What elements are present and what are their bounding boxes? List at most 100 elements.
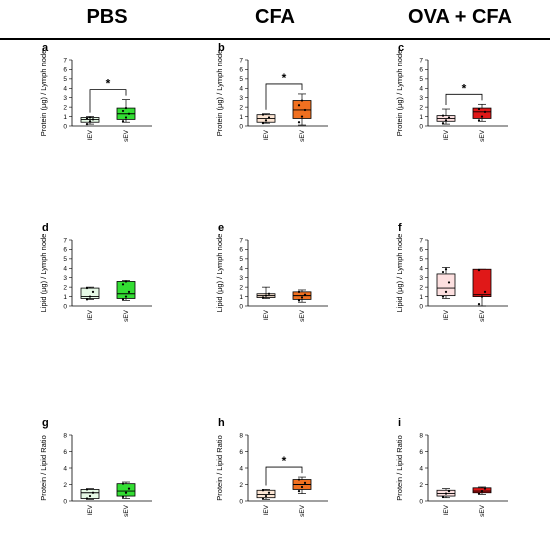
data-point [264, 294, 268, 297]
data-point [480, 295, 484, 298]
data-point [91, 290, 95, 293]
data-point [85, 497, 89, 500]
data-point [124, 295, 128, 298]
data-point [483, 290, 487, 293]
box-plot: 0 1 2 3 4 5 6 7 Lipid (μg) / Lymph node lEV sEV [215, 234, 328, 322]
y-axis-label: Lipid (μg) / Lymph node [39, 234, 48, 313]
y-tick-label: 3 [63, 95, 67, 102]
y-tick-label: 5 [419, 76, 423, 83]
panel-letter: d [42, 222, 49, 234]
data-point [444, 290, 448, 293]
y-tick-label: 0 [419, 123, 423, 130]
y-tick-label: 4 [419, 86, 423, 93]
panel-d: d 0 1 2 3 4 5 6 7 Lipid (μg) / Lymph node lEV sEV [34, 222, 214, 352]
box-plot: 0 2 4 6 8 Protein / Lipid Ratio lEV sEV [39, 432, 152, 517]
panel-i: i 0 2 4 6 8 Protein / Lipid Ratio lEV sEV [390, 417, 550, 547]
data-point [264, 119, 268, 122]
panel-letter: f [398, 222, 402, 234]
y-tick-label: 0 [63, 498, 67, 505]
significance-bracket [265, 83, 303, 110]
panel-c: c 0 1 2 3 4 5 6 7 Protein (μg) / Lymph node lEV sEV… [390, 42, 550, 172]
data-point [124, 106, 128, 110]
data-point [447, 281, 451, 284]
y-tick-label: 6 [63, 247, 67, 254]
y-tick-label: 4 [239, 266, 243, 273]
y-tick-label: 2 [239, 104, 243, 111]
data-point [483, 487, 487, 490]
significance-bracket [445, 93, 483, 106]
data-point [297, 478, 301, 481]
panel-f: f 0 1 2 3 4 5 6 7 Lipid (μg) / Lymph node lEV sEV [390, 222, 550, 352]
y-tick-label: 1 [239, 114, 243, 121]
data-point [444, 492, 448, 495]
data-point [303, 293, 307, 296]
data-point [261, 489, 265, 492]
panel-a: a 0 1 2 3 4 5 6 7 Protein (μg) / Lymph node lEV sEV… [34, 42, 214, 172]
significance-star: * [282, 71, 287, 85]
y-tick-label: 7 [239, 57, 243, 64]
plot-area: 0 1 2 3 4 5 6 7 Protein (μg) / Lymph node lEV sEV * [395, 50, 508, 142]
y-tick-label: 2 [63, 104, 67, 111]
column-title-cfa: CFA [255, 6, 295, 28]
box-sEV [116, 483, 136, 497]
panel-h: h 0 2 4 6 8 Protein / Lipid Ratio lEV sEV * [210, 417, 390, 547]
y-tick-label: 0 [419, 303, 423, 310]
y-tick-label: 1 [239, 294, 243, 301]
data-point [124, 491, 128, 494]
y-tick-label: 7 [63, 57, 67, 64]
y-tick-label: 4 [63, 86, 67, 93]
data-point [297, 121, 301, 124]
y-tick-label: 6 [63, 67, 67, 74]
data-point [441, 270, 445, 274]
data-point [300, 485, 304, 489]
y-tick-label: 6 [419, 449, 423, 456]
y-tick-label: 5 [63, 256, 67, 263]
plot-area: 0 1 2 3 4 5 6 7 Lipid (μg) / Lymph node lEV sEV [395, 234, 508, 322]
data-point [300, 99, 304, 102]
plot-area: 0 1 2 3 4 5 6 7 Lipid (μg) / Lymph node lEV sEV [215, 234, 328, 322]
data-point [480, 490, 484, 493]
y-tick-label: 0 [63, 303, 67, 310]
header-divider [0, 38, 550, 40]
x-tick-label: lEV [443, 504, 450, 515]
data-point [264, 494, 268, 498]
data-point [127, 112, 131, 115]
y-tick-label: 2 [63, 482, 67, 489]
panel-letter: a [42, 42, 49, 54]
data-point [477, 303, 481, 306]
y-tick-label: 3 [239, 95, 243, 102]
y-tick-label: 6 [239, 67, 243, 74]
significance-star: * [106, 77, 111, 91]
y-axis-label: Protein (μg) / Lymph node [395, 50, 404, 137]
data-point [91, 491, 95, 494]
data-point [267, 491, 271, 494]
y-tick-label: 7 [239, 237, 243, 244]
y-axis-label: Lipid (μg) / Lymph node [395, 234, 404, 313]
y-tick-label: 0 [239, 303, 243, 310]
x-tick-label: sEV [123, 129, 130, 142]
data-point [85, 298, 89, 301]
data-point [88, 295, 92, 298]
data-point [127, 487, 131, 490]
y-tick-label: 3 [63, 275, 67, 282]
x-tick-label: lEV [263, 129, 270, 140]
x-tick-label: lEV [87, 504, 94, 515]
data-point [85, 123, 89, 126]
data-point [121, 283, 125, 286]
data-point [303, 481, 307, 484]
x-tick-label: sEV [479, 504, 486, 517]
y-axis-label: Lipid (μg) / Lymph node [215, 234, 224, 313]
y-tick-label: 2 [419, 482, 423, 489]
y-axis-label: Protein (μg) / Lymph node [39, 50, 48, 137]
y-tick-label: 3 [419, 275, 423, 282]
y-axis-label: Protein / Lipid Ratio [395, 435, 404, 500]
panel-letter: h [218, 417, 225, 429]
box-plot: 0 1 2 3 4 5 6 7 Protein (μg) / Lymph node lEV sEV * [395, 50, 508, 142]
y-tick-label: 6 [419, 247, 423, 254]
y-tick-label: 0 [239, 123, 243, 130]
panel-b: b 0 1 2 3 4 5 6 7 Protein (μg) / Lymph node lEV sEV… [210, 42, 390, 172]
data-point [447, 116, 451, 119]
data-point [297, 490, 301, 493]
y-tick-label: 1 [419, 114, 423, 121]
y-tick-label: 5 [63, 76, 67, 83]
